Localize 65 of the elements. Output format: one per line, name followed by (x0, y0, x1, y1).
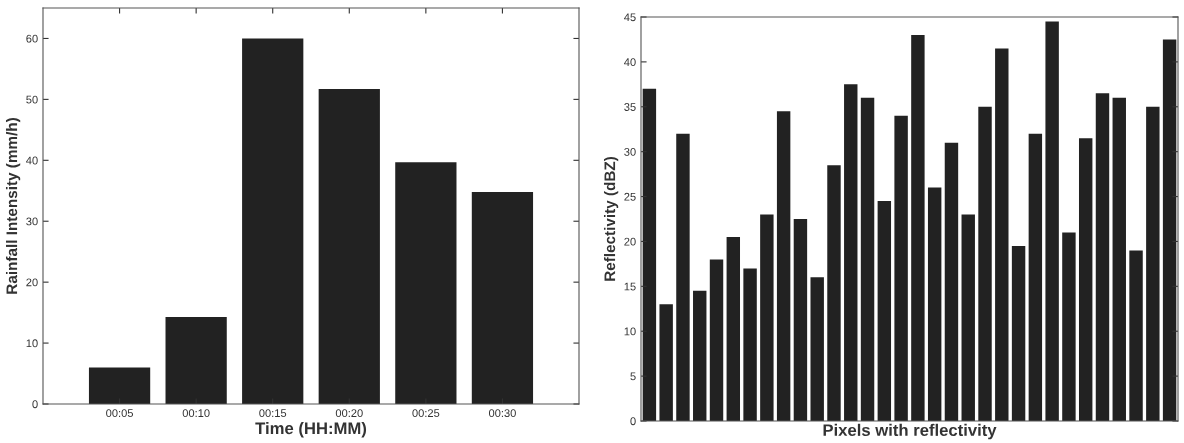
bar (1129, 250, 1143, 421)
bar (827, 165, 841, 421)
y-axis-title: Reflectivity (dBZ) (603, 156, 619, 281)
bar (88, 367, 151, 404)
bar (978, 106, 992, 421)
bar (709, 259, 724, 421)
bar (1095, 93, 1110, 421)
y-tick-label: 0 (630, 417, 636, 426)
bar (844, 84, 858, 421)
bar (961, 214, 975, 421)
bar (471, 191, 534, 404)
bar (793, 219, 808, 421)
bar (894, 115, 908, 421)
bar (1078, 138, 1093, 421)
y-tick-label: 35 (624, 103, 636, 111)
bar (676, 133, 690, 421)
y-tick-label: 45 (624, 13, 636, 22)
y-tick-label: 25 (624, 192, 636, 201)
x-tick-label: 00:15 (259, 409, 287, 418)
bar (944, 142, 959, 421)
y-tick-label: 60 (26, 34, 38, 43)
y-tick-label: 40 (26, 156, 38, 165)
x-axis-title: Time (HH:MM) (255, 422, 367, 438)
bar (911, 34, 925, 421)
y-tick-label: 20 (624, 237, 636, 246)
bar (760, 214, 774, 421)
x-tick-label: 00:20 (335, 409, 363, 418)
x-tick-label: 00:10 (182, 409, 210, 418)
y-tick-label: 15 (624, 282, 636, 291)
bar (642, 88, 657, 421)
bar (1146, 106, 1160, 421)
y-tick-label: 20 (26, 278, 38, 287)
y-tick-label: 40 (624, 58, 636, 67)
bar (927, 187, 942, 421)
y-tick-label: 30 (624, 147, 636, 156)
bar (1112, 97, 1126, 421)
y-axis-title: Rainfall Intensity (mm/h) (5, 118, 21, 294)
bar (995, 48, 1009, 421)
bar (1011, 245, 1026, 421)
bar (693, 290, 707, 421)
bar (810, 277, 824, 421)
y-tick-label: 30 (26, 217, 38, 226)
y-tick-label: 5 (630, 372, 636, 381)
bar (395, 162, 457, 404)
x-tick-label: 00:25 (412, 409, 440, 418)
bar (1062, 232, 1076, 421)
bar (860, 97, 875, 421)
bar (165, 316, 227, 404)
bar (242, 38, 304, 404)
bar (726, 236, 741, 421)
bar (659, 304, 673, 421)
y-tick-label: 0 (32, 400, 38, 409)
y-tick-label: 10 (26, 339, 38, 348)
bar (877, 201, 892, 421)
bar (776, 111, 791, 421)
bar (1045, 21, 1059, 421)
x-axis-title: Pixels with reflectivity (823, 423, 997, 440)
bar (1028, 133, 1043, 421)
y-tick-label: 10 (624, 327, 636, 336)
x-tick-label: 00:30 (488, 409, 516, 418)
x-tick-label: 00:05 (106, 409, 134, 418)
bar (318, 89, 380, 404)
bar (1162, 39, 1177, 421)
y-tick-label: 50 (26, 95, 38, 104)
bar (743, 268, 757, 421)
